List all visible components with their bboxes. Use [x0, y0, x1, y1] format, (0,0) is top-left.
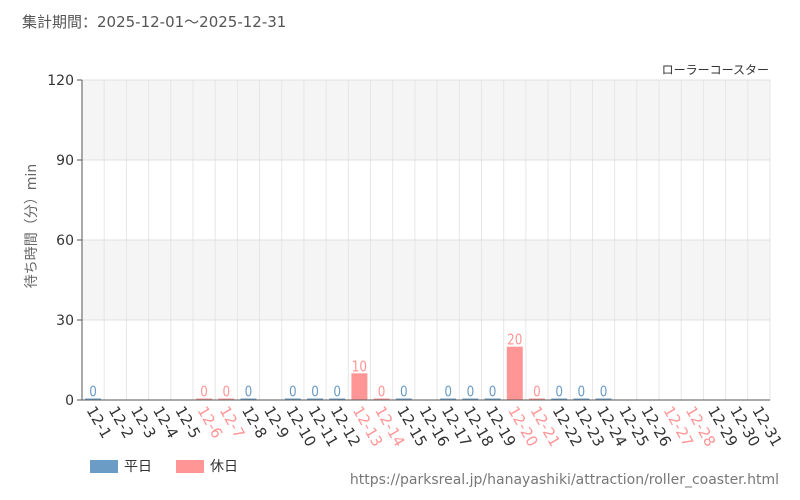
y-tick-label: 30 [56, 313, 74, 329]
bar-12-18 [462, 398, 479, 400]
y-axis-label: 待ち時間（分）min [24, 164, 40, 288]
bar-12-15 [395, 398, 412, 400]
source-url: https://parksreal.jp/hanayashiki/attract… [349, 472, 779, 488]
bar-12-20 [506, 346, 523, 400]
bar-12-14 [373, 398, 390, 400]
vertical-gridlines [103, 80, 771, 400]
legend-swatch-holiday [176, 459, 204, 473]
chart-title: ローラーコースター [662, 63, 769, 77]
value-label-12-14: 0 [378, 383, 386, 401]
value-label-12-10: 0 [289, 383, 297, 401]
value-label-12-1: 0 [89, 383, 97, 401]
value-label-12-19: 0 [489, 383, 497, 401]
bar-12-13 [351, 373, 368, 400]
bar-12-12 [329, 398, 346, 400]
plot-band [82, 80, 770, 160]
bar-12-6 [196, 398, 213, 400]
legend-label-weekday: 平日 [124, 459, 152, 475]
value-label-12-11: 0 [311, 383, 319, 401]
value-label-12-15: 0 [400, 383, 408, 401]
bar-12-1 [85, 398, 102, 400]
y-tick-label: 60 [56, 233, 74, 249]
y-tick-label: 90 [56, 153, 74, 169]
bar-12-10 [284, 398, 301, 400]
value-label-12-22: 0 [555, 383, 563, 401]
y-tick-label: 0 [65, 393, 74, 409]
value-label-12-6: 0 [200, 383, 208, 401]
legend-label-holiday: 休日 [210, 459, 238, 475]
value-label-12-18: 0 [467, 383, 475, 401]
bar-12-19 [484, 398, 501, 400]
x-tick-labels-group: 12-112-212-312-412-512-612-712-812-912-1… [83, 403, 786, 450]
bar-12-11 [307, 398, 324, 400]
plot-band [82, 320, 770, 400]
bar-12-8 [240, 398, 257, 400]
horizontal-gridlines [82, 79, 770, 321]
plot-band [82, 160, 770, 240]
value-label-12-21: 0 [533, 383, 541, 401]
value-label-12-17: 0 [444, 383, 452, 401]
y-tick-label: 120 [47, 73, 74, 89]
value-label-12-8: 0 [245, 383, 253, 401]
bar-12-23 [573, 398, 590, 400]
plot-background-bands [82, 80, 770, 400]
value-label-12-12: 0 [333, 383, 341, 401]
y-tick-labels-group: 0 30 60 90 120 [47, 73, 82, 409]
legend: 平日 休日 [90, 456, 262, 476]
value-label-12-20: 20 [507, 331, 522, 349]
plot-band [82, 240, 770, 320]
value-label-12-23: 0 [578, 383, 586, 401]
bar-12-17 [440, 398, 457, 400]
bar-12-22 [551, 398, 568, 400]
value-label-12-24: 0 [600, 383, 608, 401]
bars-group [85, 346, 612, 400]
bar-12-7 [218, 398, 235, 400]
legend-item-holiday: 休日 [176, 456, 238, 476]
value-label-12-13: 10 [352, 358, 367, 376]
bar-12-24 [595, 398, 612, 400]
legend-swatch-weekday [90, 459, 118, 473]
bar-12-21 [528, 398, 545, 400]
legend-item-weekday: 平日 [90, 456, 152, 476]
value-label-12-7: 0 [222, 383, 230, 401]
period-label: 集計期間：2025-12-01～2025-12-31 [22, 13, 287, 31]
